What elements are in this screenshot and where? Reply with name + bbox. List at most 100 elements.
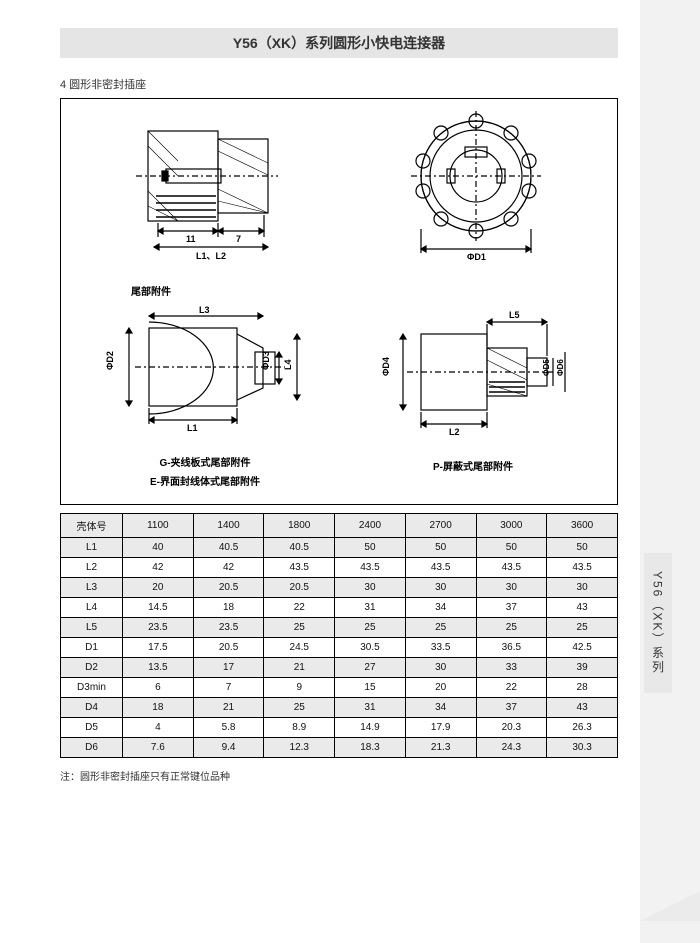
dim-7: 7 bbox=[236, 234, 241, 244]
caption-g: G-夹线板式尾部附件 bbox=[105, 454, 305, 469]
dim-d2: ΦD2 bbox=[105, 351, 115, 370]
row-label: D1 bbox=[61, 638, 123, 658]
cell: 20 bbox=[123, 578, 194, 598]
cell: 34 bbox=[405, 598, 476, 618]
cell: 20.5 bbox=[193, 638, 264, 658]
table-row: D418212531343743 bbox=[61, 698, 618, 718]
table-row: D545.88.914.917.920.326.3 bbox=[61, 718, 618, 738]
cell: 40.5 bbox=[264, 538, 335, 558]
table-row: L32020.520.530303030 bbox=[61, 578, 618, 598]
cell: 25 bbox=[264, 618, 335, 638]
cell: 30 bbox=[476, 578, 547, 598]
cell: 42.5 bbox=[547, 638, 618, 658]
cell: 25 bbox=[335, 618, 406, 638]
cell: 43.5 bbox=[547, 558, 618, 578]
section-label: 4 圆形非密封插座 bbox=[60, 76, 618, 92]
cell: 30 bbox=[547, 578, 618, 598]
dim-l1b: L1 bbox=[187, 423, 198, 433]
row-label: L2 bbox=[61, 558, 123, 578]
cell: 43.5 bbox=[405, 558, 476, 578]
cell: 31 bbox=[335, 598, 406, 618]
cell: 5.8 bbox=[193, 718, 264, 738]
cell: 42 bbox=[123, 558, 194, 578]
cell: 18 bbox=[123, 698, 194, 718]
cell: 43.5 bbox=[264, 558, 335, 578]
cell: 43.5 bbox=[335, 558, 406, 578]
cell: 43.5 bbox=[476, 558, 547, 578]
diagram-front-view: ΦD1 bbox=[391, 111, 561, 261]
table-row: L414.5182231343743 bbox=[61, 598, 618, 618]
cell: 24.3 bbox=[476, 738, 547, 758]
cell: 43 bbox=[547, 698, 618, 718]
cell: 20 bbox=[405, 678, 476, 698]
row-label: D4 bbox=[61, 698, 123, 718]
cell: 40.5 bbox=[193, 538, 264, 558]
cell: 25 bbox=[476, 618, 547, 638]
cell: 17 bbox=[193, 658, 264, 678]
cell: 50 bbox=[335, 538, 406, 558]
row-label: L5 bbox=[61, 618, 123, 638]
dim-l3: L3 bbox=[199, 305, 210, 315]
col-header: 1800 bbox=[264, 514, 335, 538]
cell: 37 bbox=[476, 698, 547, 718]
diagram-row-header: 尾部附件 bbox=[131, 283, 607, 298]
cell: 30.3 bbox=[547, 738, 618, 758]
table-row: D213.5172127303339 bbox=[61, 658, 618, 678]
cell: 30 bbox=[405, 578, 476, 598]
side-tab: Y56（XK）系列 bbox=[644, 553, 672, 693]
cell: 31 bbox=[335, 698, 406, 718]
cell: 21 bbox=[193, 698, 264, 718]
cell: 4 bbox=[123, 718, 194, 738]
cell: 18.3 bbox=[335, 738, 406, 758]
col-header-label: 壳体号 bbox=[61, 514, 123, 538]
cell: 9.4 bbox=[193, 738, 264, 758]
dim-d3: ΦD3 bbox=[261, 351, 271, 370]
cell: 50 bbox=[476, 538, 547, 558]
col-header: 1100 bbox=[123, 514, 194, 538]
cell: 50 bbox=[547, 538, 618, 558]
caption-e: E-界面封线体式尾部附件 bbox=[105, 473, 305, 488]
row-label: D2 bbox=[61, 658, 123, 678]
cell: 43 bbox=[547, 598, 618, 618]
cell: 9 bbox=[264, 678, 335, 698]
caption-p: P-屏蔽式尾部附件 bbox=[373, 458, 573, 473]
row-label: L3 bbox=[61, 578, 123, 598]
table-row: D117.520.524.530.533.536.542.5 bbox=[61, 638, 618, 658]
col-header: 3600 bbox=[547, 514, 618, 538]
table-row: L14040.540.550505050 bbox=[61, 538, 618, 558]
col-header: 3000 bbox=[476, 514, 547, 538]
cell: 7.6 bbox=[123, 738, 194, 758]
cell: 12.3 bbox=[264, 738, 335, 758]
table-row: D3min67915202228 bbox=[61, 678, 618, 698]
diagram-cross-section: 11 7 L1、L2 bbox=[118, 111, 298, 261]
diagram-p: L5 L2 ΦD4 ΦD5 ΦD6 P-屏蔽式尾部附件 . bbox=[373, 304, 573, 488]
dim-l4: L4 bbox=[283, 359, 293, 370]
cell: 13.5 bbox=[123, 658, 194, 678]
cell: 36.5 bbox=[476, 638, 547, 658]
cell: 40 bbox=[123, 538, 194, 558]
spec-table: 壳体号1100140018002400270030003600 L14040.5… bbox=[60, 513, 618, 758]
cell: 25 bbox=[264, 698, 335, 718]
cell: 14.5 bbox=[123, 598, 194, 618]
cell: 27 bbox=[335, 658, 406, 678]
page-title: Y56（XK）系列圆形小快电连接器 bbox=[60, 28, 618, 58]
dim-11: 11 bbox=[186, 234, 196, 244]
row-label: D6 bbox=[61, 738, 123, 758]
dim-l1l2: L1、L2 bbox=[196, 251, 226, 261]
row-label: D3min bbox=[61, 678, 123, 698]
cell: 30 bbox=[335, 578, 406, 598]
cell: 14.9 bbox=[335, 718, 406, 738]
cell: 22 bbox=[264, 598, 335, 618]
col-header: 2400 bbox=[335, 514, 406, 538]
table-row: L523.523.52525252525 bbox=[61, 618, 618, 638]
cell: 21 bbox=[264, 658, 335, 678]
cell: 6 bbox=[123, 678, 194, 698]
cell: 22 bbox=[476, 678, 547, 698]
dim-d5: ΦD5 bbox=[542, 359, 551, 376]
cell: 8.9 bbox=[264, 718, 335, 738]
table-row: L2424243.543.543.543.543.5 bbox=[61, 558, 618, 578]
cell: 20.5 bbox=[193, 578, 264, 598]
diagram-panel: 11 7 L1、L2 bbox=[60, 98, 618, 505]
cell: 30.5 bbox=[335, 638, 406, 658]
cell: 33.5 bbox=[405, 638, 476, 658]
